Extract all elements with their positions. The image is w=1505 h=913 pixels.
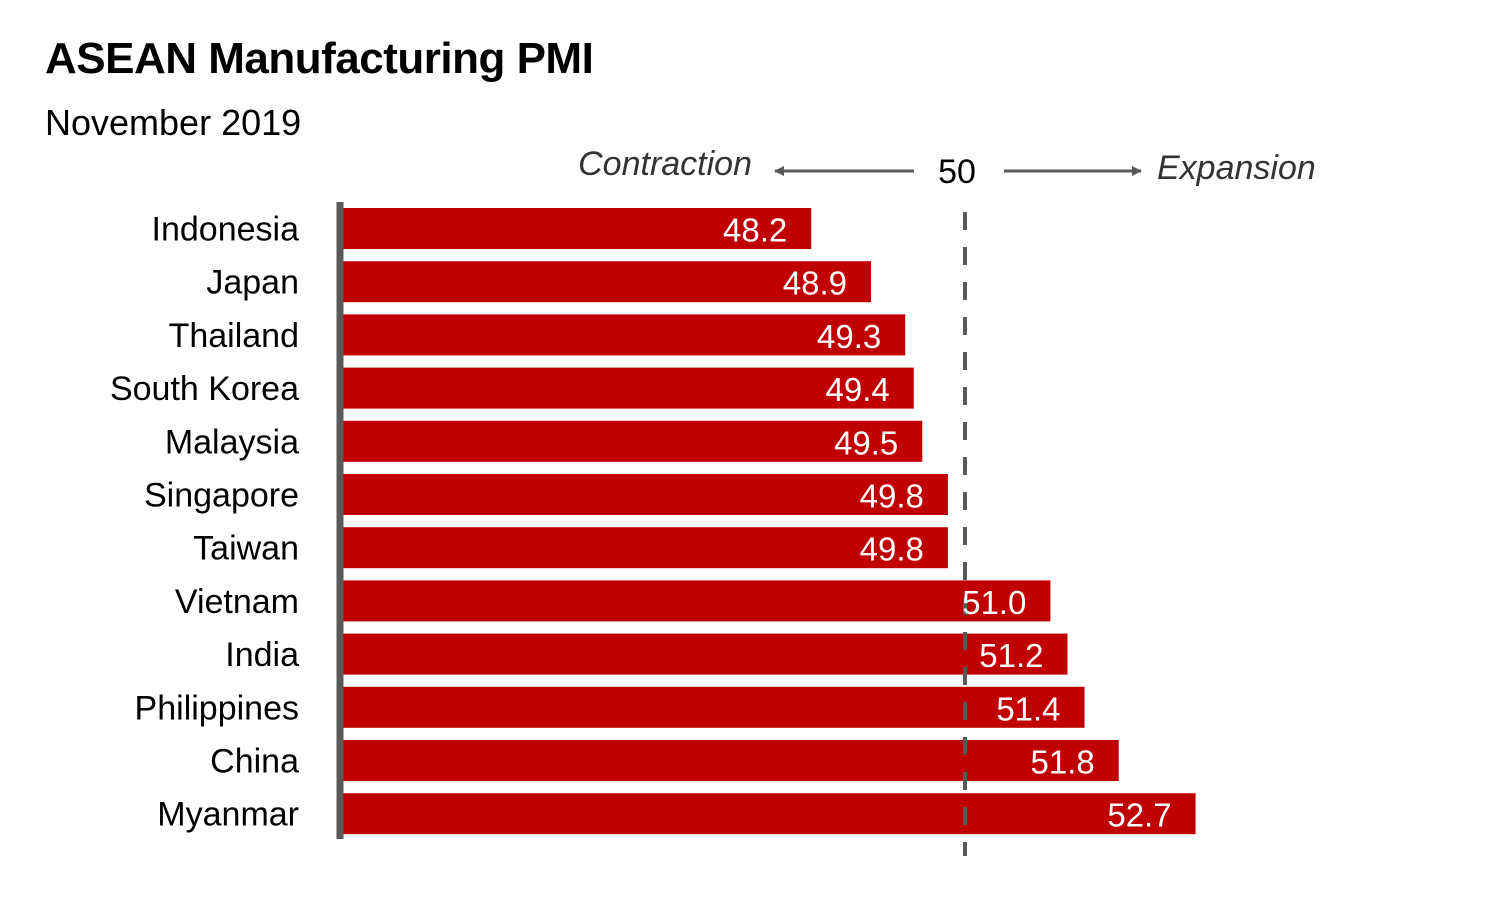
contraction-label: Contraction <box>578 145 752 183</box>
bar-india <box>340 633 1068 675</box>
category-label: Japan <box>206 264 299 302</box>
bar-vietnam <box>340 580 1051 622</box>
value-label: 49.8 <box>860 531 924 568</box>
bar-taiwan <box>340 527 948 569</box>
bar-indonesia <box>340 208 812 249</box>
value-label: 52.7 <box>1107 797 1171 834</box>
value-label: 51.8 <box>1030 744 1094 781</box>
bar-south-korea <box>340 367 914 409</box>
labels-layer: Indonesia 48.2 Japan 48.9 Thailand 49.3 South … <box>110 145 1316 834</box>
value-label: 49.4 <box>826 371 890 408</box>
chart-subtitle: November 2019 <box>45 102 302 143</box>
expansion-label: Expansion <box>1157 149 1316 187</box>
value-label: 51.0 <box>962 584 1026 621</box>
category-label: Taiwan <box>193 530 299 568</box>
bar-singapore <box>340 474 948 515</box>
value-label: 49.8 <box>860 478 924 515</box>
category-label: Singapore <box>144 477 299 515</box>
category-label: South Korea <box>110 370 299 408</box>
value-label: 48.2 <box>723 212 787 249</box>
value-label: 49.3 <box>817 318 881 355</box>
bar-china <box>340 740 1119 781</box>
category-label: Thailand <box>169 317 299 355</box>
chart-title: ASEAN Manufacturing PMI <box>45 34 594 83</box>
bar-japan <box>340 261 872 303</box>
category-label: Indonesia <box>152 211 300 249</box>
bars-layer <box>340 208 1196 835</box>
category-label: Myanmar <box>157 796 299 834</box>
bar-myanmar <box>340 793 1196 835</box>
reference-layer <box>336 166 1142 856</box>
category-label: Malaysia <box>165 423 299 461</box>
value-label: 51.4 <box>996 690 1060 727</box>
category-label: Vietnam <box>175 583 299 621</box>
category-label: India <box>225 636 299 674</box>
bar-malaysia <box>340 420 923 462</box>
value-label: 51.2 <box>979 637 1043 674</box>
bar-thailand <box>340 314 906 356</box>
category-label: Philippines <box>135 689 299 727</box>
category-label: China <box>210 743 299 781</box>
bar-philippines <box>340 686 1085 728</box>
value-label: 48.9 <box>783 265 847 302</box>
reference-value-label: 50 <box>938 153 976 191</box>
value-label: 49.5 <box>834 424 898 461</box>
